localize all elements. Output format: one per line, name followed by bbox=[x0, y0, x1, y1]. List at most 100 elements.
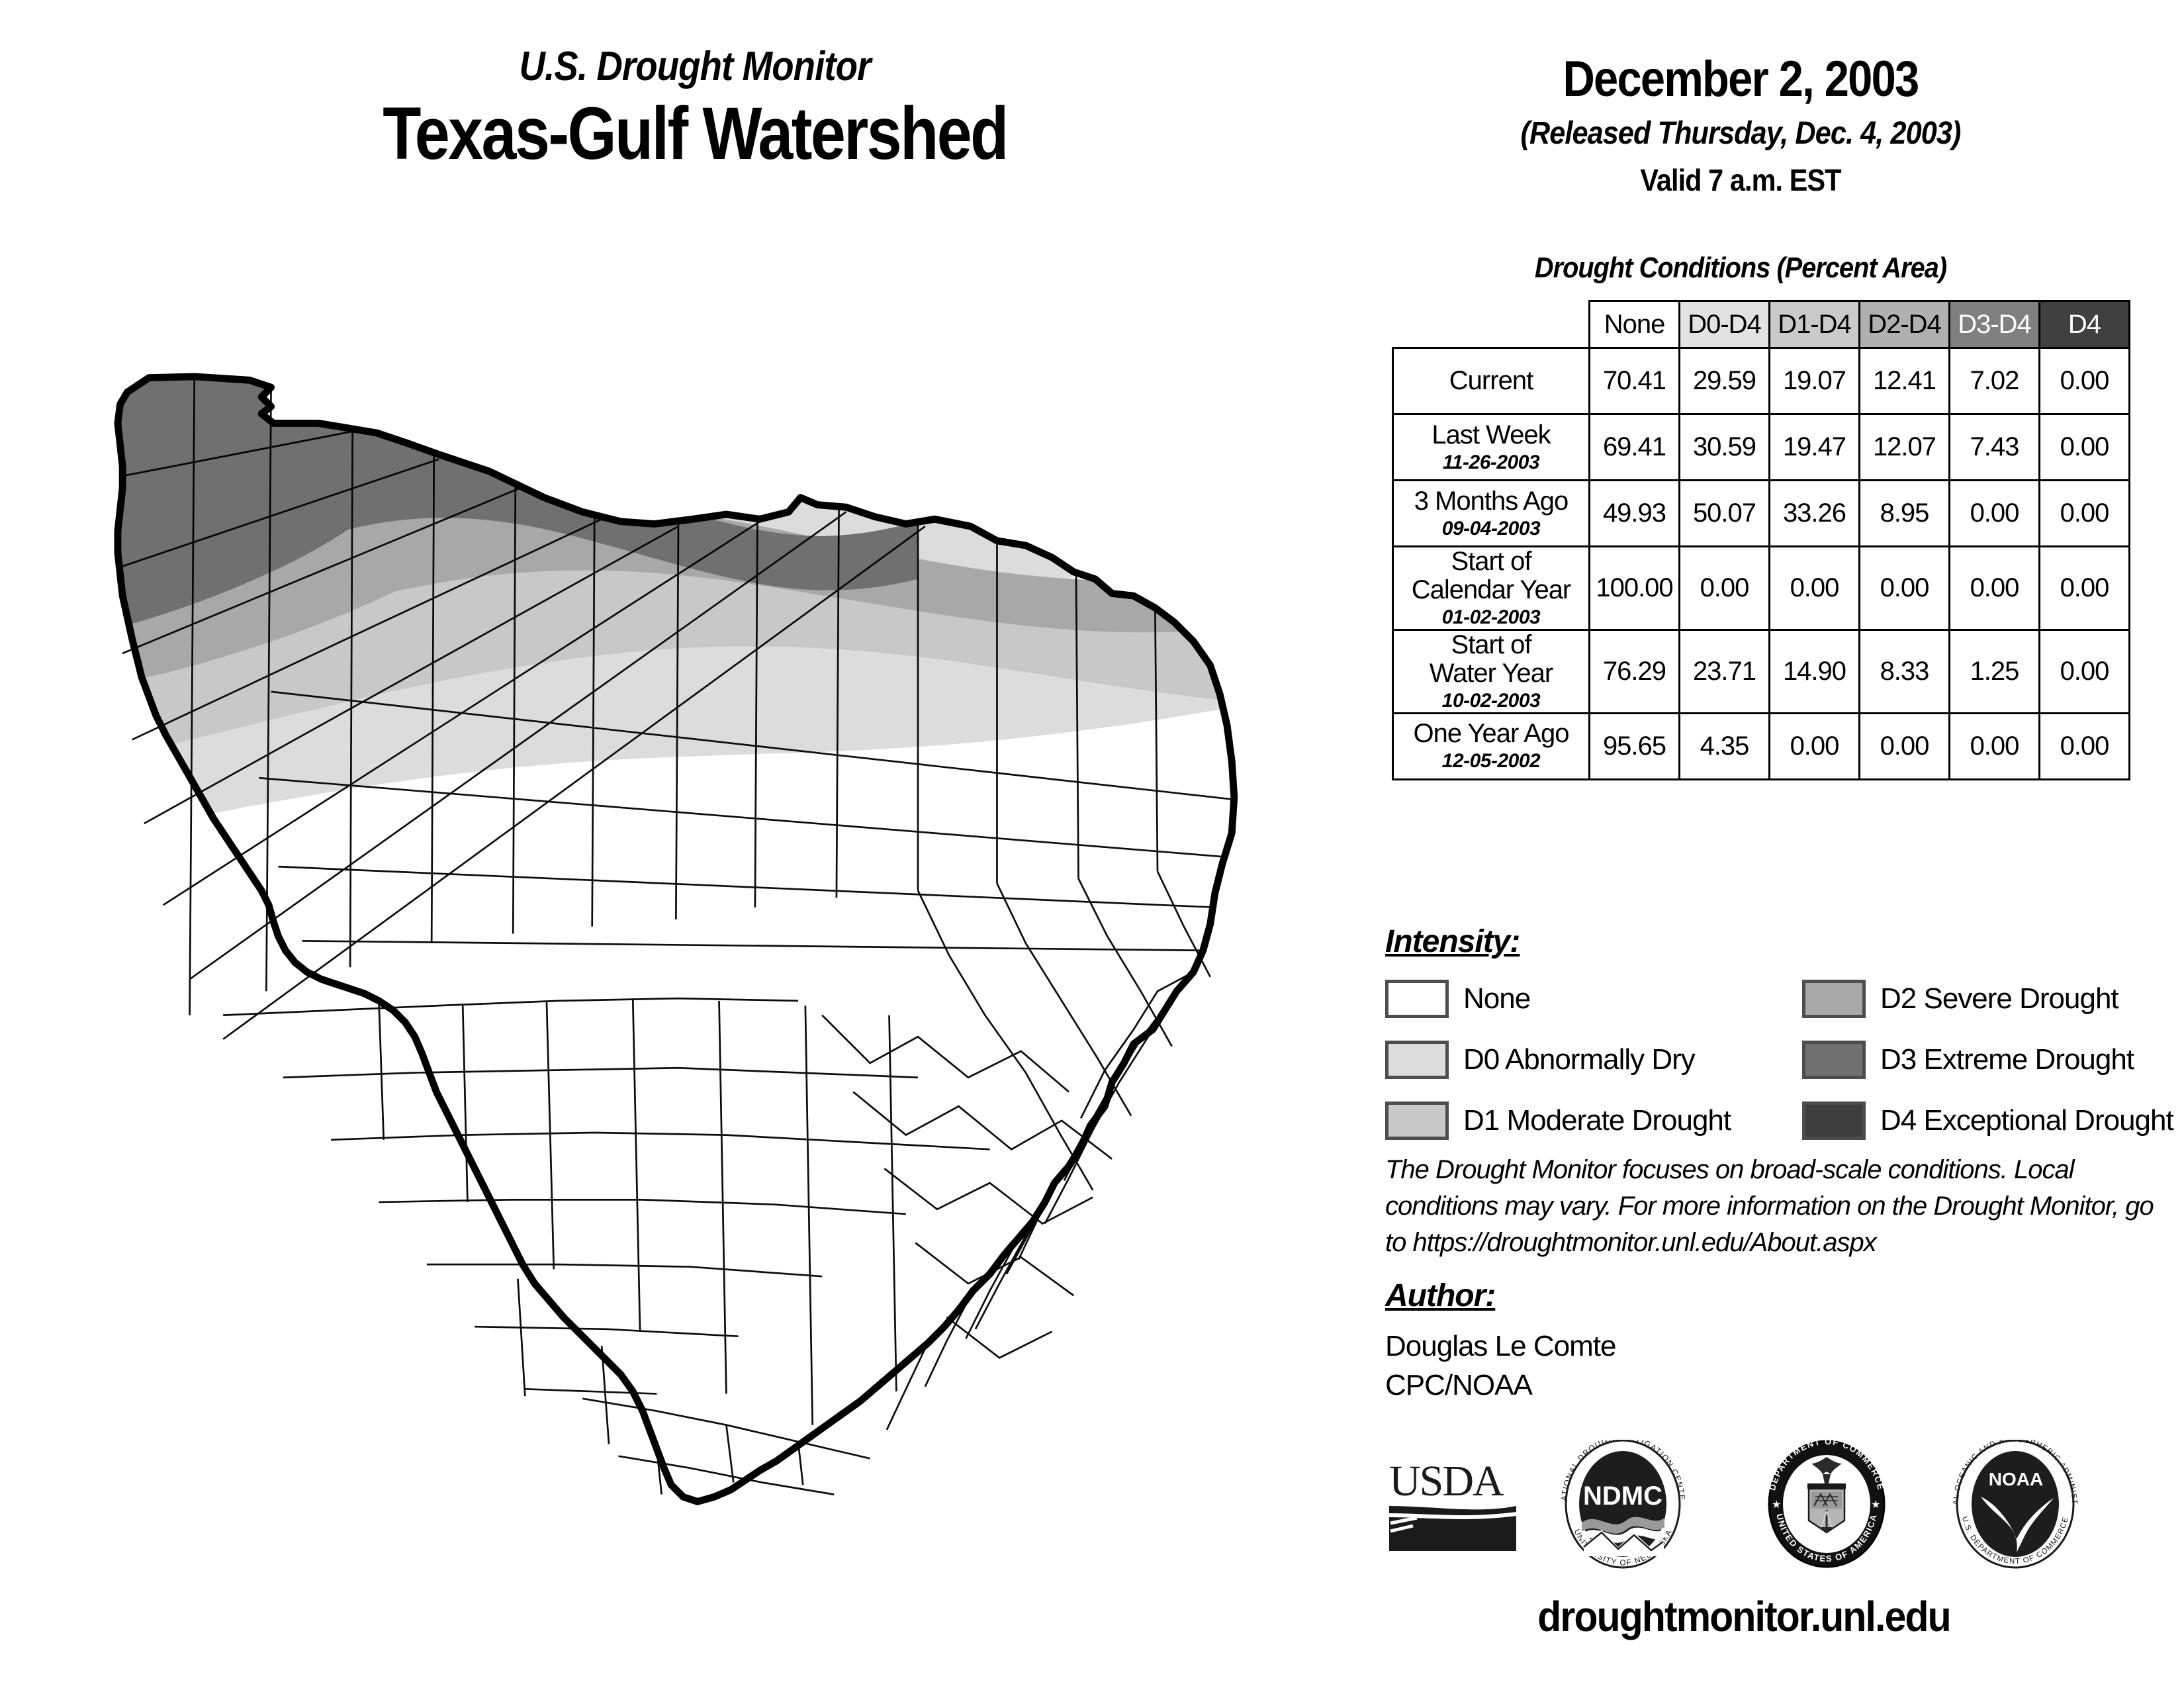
cell-r5-c0: 95.65 bbox=[1588, 712, 1680, 780]
cell-r5-c3: 0.00 bbox=[1858, 712, 1950, 780]
cell-r1-c4: 7.43 bbox=[1948, 413, 2040, 481]
author-name: Douglas Le Comte bbox=[1385, 1330, 1616, 1362]
cell-r2-c2: 33.26 bbox=[1768, 479, 1860, 547]
row-label-line: One Year Ago bbox=[1413, 719, 1570, 749]
column-header-d0-d4: D0-D4 bbox=[1678, 300, 1770, 349]
column-header-d3-d4: D3-D4 bbox=[1948, 300, 2040, 349]
row-label-line: Start of bbox=[1451, 630, 1532, 659]
legend-item-d4: D4 Exceptional Drought bbox=[1802, 1097, 2174, 1145]
row-label-1: Last Week 11-26-2003 bbox=[1392, 413, 1590, 481]
legend-label-d1: D1 Moderate Drought bbox=[1463, 1104, 1731, 1137]
cell-r2-c4: 0.00 bbox=[1948, 479, 2040, 547]
legend-label-d2: D2 Severe Drought bbox=[1880, 982, 2119, 1015]
cell-r1-c1: 30.59 bbox=[1678, 413, 1770, 481]
cell-r4-c3: 8.33 bbox=[1858, 628, 1950, 714]
valid-date: December 2, 2003 bbox=[1563, 51, 1920, 107]
product-name: U.S. Drought Monitor bbox=[519, 44, 872, 89]
row-label-date: 10-02-2003 bbox=[1441, 690, 1541, 712]
table-row: Start of Water Year 10-02-2003 76.29 23.71 14… bbox=[1392, 628, 2130, 714]
author-block: Douglas Le Comte CPC/NOAA bbox=[1385, 1327, 1616, 1405]
svg-text:NOAA: NOAA bbox=[1989, 1469, 2043, 1489]
row-label-date: 09-04-2003 bbox=[1441, 517, 1541, 539]
drought-map[interactable] bbox=[79, 344, 1277, 1542]
release-date: (Released Thursday, Dec. 4, 2003) bbox=[1520, 115, 1961, 151]
legend-item-d2: D2 Severe Drought bbox=[1802, 975, 2173, 1023]
cell-r2-c3: 8.95 bbox=[1858, 479, 1950, 547]
row-label-0: Current bbox=[1392, 347, 1590, 415]
cell-r0-c0: 70.41 bbox=[1588, 347, 1680, 415]
column-header-d4: D4 bbox=[2038, 300, 2130, 349]
legend-label-d0: D0 Abnormally Dry bbox=[1463, 1043, 1696, 1076]
band-d3-lobe bbox=[117, 451, 918, 635]
noaa-logo: NATIONAL OCEANIC AND ATMOSPHERIC ADMINIS… bbox=[1939, 1434, 2088, 1572]
swatch-none-icon bbox=[1385, 980, 1449, 1018]
row-label-date: 11-26-2003 bbox=[1442, 451, 1540, 473]
row-label-line: Water Year bbox=[1429, 658, 1553, 688]
column-header-d2-d4: D2-D4 bbox=[1858, 300, 1950, 349]
row-label-line: Last Week bbox=[1432, 420, 1551, 449]
cell-r5-c1: 4.35 bbox=[1678, 712, 1770, 780]
row-label-date: 01-02-2003 bbox=[1441, 606, 1541, 629]
author-affiliation: CPC/NOAA bbox=[1385, 1368, 1533, 1401]
row-label-date: 12-05-2002 bbox=[1441, 750, 1541, 773]
drought-conditions-table: None D0-D4 D1-D4 D2-D4 D3-D4 D4 Current 7… bbox=[1392, 300, 2130, 780]
swatch-d1-icon bbox=[1385, 1102, 1449, 1140]
legend-column-right: D2 Severe Drought D3 Extreme Drought D4 … bbox=[1802, 975, 2174, 1158]
row-label-line: Calendar Year bbox=[1411, 575, 1572, 605]
legend-label-d4: D4 Exceptional Drought bbox=[1880, 1104, 2174, 1137]
cell-r3-c5: 0.00 bbox=[2038, 545, 2130, 631]
cell-r4-c1: 23.71 bbox=[1678, 628, 1770, 714]
cell-r1-c5: 0.00 bbox=[2038, 413, 2130, 481]
table-header-row: None D0-D4 D1-D4 D2-D4 D3-D4 D4 bbox=[1393, 300, 2130, 349]
cell-r0-c2: 19.07 bbox=[1768, 347, 1860, 415]
row-label-4: Start of Water Year 10-02-2003 bbox=[1392, 628, 1590, 714]
cell-r3-c1: 0.00 bbox=[1678, 545, 1770, 631]
cell-r1-c0: 69.41 bbox=[1588, 413, 1680, 481]
watershed-outline bbox=[114, 373, 1238, 1505]
table-corner-cell bbox=[1393, 301, 1590, 348]
cell-r4-c0: 76.29 bbox=[1588, 628, 1680, 714]
usda-logo: USDA bbox=[1387, 1454, 1519, 1557]
page-title: Texas-Gulf Watershed bbox=[383, 92, 1009, 175]
column-header-none: None bbox=[1588, 300, 1680, 349]
svg-text:USDA: USDA bbox=[1389, 1457, 1504, 1505]
cell-r5-c4: 0.00 bbox=[1948, 712, 2040, 780]
department-of-commerce-seal: DEPARTMENT OF COMMERCE UNITED STATES OF … bbox=[1757, 1436, 1896, 1572]
cell-r4-c5: 0.00 bbox=[2038, 628, 2130, 714]
legend-item-d3: D3 Extreme Drought bbox=[1802, 1036, 2173, 1084]
svg-text:★: ★ bbox=[1772, 1499, 1781, 1511]
intensity-heading: Intensity: bbox=[1385, 924, 1520, 959]
svg-text:NDMC: NDMC bbox=[1583, 1481, 1662, 1511]
band-d2-lobe bbox=[117, 502, 1234, 678]
valid-time: Valid 7 a.m. EST bbox=[1640, 162, 1841, 197]
swatch-d2-icon bbox=[1802, 980, 1866, 1018]
cell-r1-c3: 12.07 bbox=[1858, 413, 1950, 481]
cell-r4-c2: 14.90 bbox=[1768, 628, 1860, 714]
cell-r0-c1: 29.59 bbox=[1678, 347, 1770, 415]
legend-label-none: None bbox=[1463, 982, 1531, 1015]
logo-row: USDA NATIONAL DROUGHT MITIGATION CENTER … bbox=[1387, 1432, 2161, 1572]
legend-item-none: None bbox=[1385, 975, 1731, 1023]
row-label-line: Current bbox=[1449, 365, 1533, 395]
swatch-d0-icon bbox=[1385, 1041, 1449, 1079]
cell-r1-c2: 19.47 bbox=[1768, 413, 1860, 481]
table-row: Last Week 11-26-2003 69.41 30.59 19.47 12.07 7… bbox=[1392, 413, 2130, 481]
cell-r0-c5: 0.00 bbox=[2038, 347, 2130, 415]
cell-r3-c2: 0.00 bbox=[1768, 545, 1860, 631]
cell-r5-c2: 0.00 bbox=[1768, 712, 1860, 780]
disclaimer-text: The Drought Monitor focuses on broad-sca… bbox=[1385, 1155, 2154, 1258]
table-caption: Drought Conditions (Percent Area) bbox=[1534, 252, 1947, 284]
table-row: One Year Ago 12-05-2002 95.65 4.35 0.00 0.00 0… bbox=[1392, 712, 2130, 780]
svg-text:★: ★ bbox=[1871, 1499, 1880, 1511]
legend-item-d1: D1 Moderate Drought bbox=[1385, 1097, 1731, 1145]
column-header-d1-d4: D1-D4 bbox=[1768, 300, 1860, 349]
author-heading: Author: bbox=[1385, 1278, 1496, 1313]
site-url: droughtmonitor.unl.edu bbox=[1537, 1593, 1951, 1640]
table-row: Start of Calendar Year 01-02-2003 100.00 0.0… bbox=[1392, 545, 2130, 631]
legend-label-d3: D3 Extreme Drought bbox=[1880, 1043, 2134, 1076]
cell-r0-c3: 12.41 bbox=[1858, 347, 1950, 415]
table-row: 3 Months Ago 09-04-2003 49.93 50.07 33.26 8.9… bbox=[1392, 479, 2130, 547]
legend-column-left: None D0 Abnormally Dry D1 Moderate Droug… bbox=[1385, 975, 1731, 1158]
cell-r2-c5: 0.00 bbox=[2038, 479, 2130, 547]
cell-r4-c4: 1.25 bbox=[1948, 628, 2040, 714]
